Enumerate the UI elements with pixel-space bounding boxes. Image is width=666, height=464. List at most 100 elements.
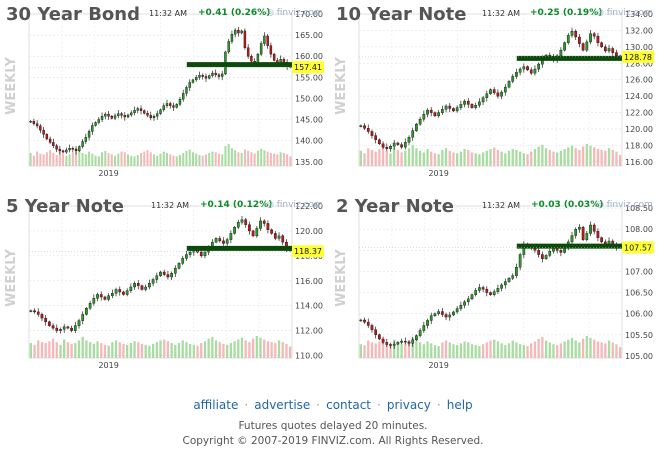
volume-bar bbox=[463, 149, 466, 166]
candle-body bbox=[440, 311, 444, 315]
y-tick-label: 130.00 bbox=[625, 43, 653, 52]
volume-bar bbox=[589, 337, 592, 358]
volume-bar bbox=[70, 343, 73, 358]
chart-panel-2-year-note[interactable]: 108.50108.00107.50107.00106.50106.00105.… bbox=[334, 196, 654, 386]
candle-body bbox=[185, 254, 188, 259]
footer-link-privacy[interactable]: privacy bbox=[386, 398, 431, 412]
candle-body bbox=[122, 291, 125, 295]
volume-bar bbox=[441, 342, 444, 358]
volume-bar bbox=[29, 343, 33, 358]
candle-body bbox=[507, 277, 511, 282]
candle-body bbox=[381, 338, 385, 343]
footer-links: affiliate · advertise · contact · privacy · help bbox=[0, 398, 666, 412]
volume-bar bbox=[474, 153, 477, 166]
volume-bar bbox=[130, 155, 133, 166]
volume-bar bbox=[444, 148, 448, 166]
candle-body bbox=[125, 290, 129, 295]
volume-bar bbox=[596, 149, 600, 166]
candle-body bbox=[489, 292, 492, 295]
volume-bar bbox=[118, 342, 121, 358]
volume-bar bbox=[426, 149, 429, 166]
volume-bar bbox=[214, 340, 218, 358]
candle-body bbox=[559, 250, 563, 253]
candle-body bbox=[126, 114, 130, 118]
candle-body bbox=[603, 46, 607, 52]
candle-body bbox=[518, 68, 522, 73]
candle-body bbox=[581, 43, 585, 51]
candle-body bbox=[29, 310, 33, 312]
candle-body bbox=[92, 297, 96, 304]
finviz-brand: ◎ finviz.com bbox=[266, 200, 323, 210]
volume-bar bbox=[518, 344, 522, 358]
candle-body bbox=[474, 104, 478, 108]
volume-bar bbox=[207, 338, 210, 358]
volume-bar bbox=[266, 151, 269, 166]
candle-body bbox=[220, 73, 224, 77]
candle-body bbox=[103, 296, 107, 300]
volume-bar bbox=[552, 344, 555, 358]
volume-bar bbox=[437, 346, 440, 358]
candle-body bbox=[533, 68, 537, 74]
volume-bar bbox=[181, 340, 184, 358]
volume-bar bbox=[563, 341, 566, 358]
candle-body bbox=[433, 112, 437, 117]
volume-bar bbox=[581, 338, 585, 358]
last-price-label: 107.57 bbox=[624, 243, 652, 252]
candle-body bbox=[515, 267, 518, 276]
candle-body bbox=[181, 258, 185, 264]
volume-bar bbox=[452, 344, 455, 358]
candle-body bbox=[363, 125, 366, 129]
candle-body bbox=[389, 344, 392, 346]
volume-bar bbox=[68, 154, 71, 166]
chart-panel-10-year-note[interactable]: 134.00 132.00 130.00 128.00 126.00 124.00 122.… bbox=[334, 4, 654, 194]
delay-notice: Futures quotes delayed 20 minutes. bbox=[238, 420, 428, 432]
volume-bar bbox=[188, 149, 191, 166]
candle-body bbox=[248, 224, 251, 232]
volume-bar bbox=[378, 341, 381, 358]
candle-body bbox=[529, 69, 533, 74]
candle-body bbox=[130, 112, 133, 116]
candle-body bbox=[146, 113, 149, 116]
volume-bar bbox=[204, 154, 207, 166]
candle-body bbox=[198, 75, 201, 78]
y-tick-label: 108.00 bbox=[625, 225, 653, 234]
candle-body bbox=[282, 58, 286, 63]
footer-link-help[interactable]: help bbox=[446, 398, 473, 412]
candle-body bbox=[574, 229, 578, 236]
candle-body bbox=[159, 271, 162, 276]
candle-body bbox=[426, 320, 429, 326]
volume-bar bbox=[103, 344, 107, 358]
candle-body bbox=[203, 251, 207, 257]
volume-bar bbox=[418, 150, 422, 166]
volume-bar bbox=[227, 144, 230, 166]
footer-link-affiliate[interactable]: affiliate bbox=[193, 398, 239, 412]
volume-bar bbox=[489, 340, 492, 358]
volume-bar bbox=[526, 346, 529, 358]
volume-bar bbox=[433, 153, 437, 166]
footer-link-contact[interactable]: contact bbox=[326, 398, 372, 412]
candle-body bbox=[123, 115, 126, 118]
volume-bar bbox=[522, 153, 525, 166]
candle-body bbox=[459, 305, 463, 309]
candle-body bbox=[459, 104, 463, 108]
chart-panel-5-year-note[interactable]: 122.00120.00118.00116.00114.00112.00110.… bbox=[4, 196, 324, 386]
volume-bar bbox=[62, 153, 65, 166]
volume-bar bbox=[58, 149, 61, 166]
candle-body bbox=[396, 142, 400, 145]
candle-body bbox=[33, 310, 36, 313]
volume-bar bbox=[370, 342, 374, 358]
candle-body bbox=[214, 238, 218, 243]
volume-bar bbox=[596, 341, 600, 358]
volume-bar bbox=[32, 155, 35, 166]
candle-body bbox=[32, 121, 36, 124]
y-tick-label: 118.00 bbox=[625, 141, 653, 150]
volume-bar bbox=[101, 152, 104, 166]
volume-bar bbox=[188, 343, 192, 358]
candle-body bbox=[172, 105, 175, 108]
volume-bar bbox=[122, 343, 125, 358]
footer-link-advertise[interactable]: advertise bbox=[254, 398, 311, 412]
volume-bar bbox=[459, 151, 463, 166]
candle-body bbox=[277, 235, 281, 239]
candle-body bbox=[452, 108, 455, 112]
chart-panel-30-year-bond[interactable]: 170.00 165.00 160.00 155.00 150.00 145.00 140.… bbox=[4, 4, 324, 194]
